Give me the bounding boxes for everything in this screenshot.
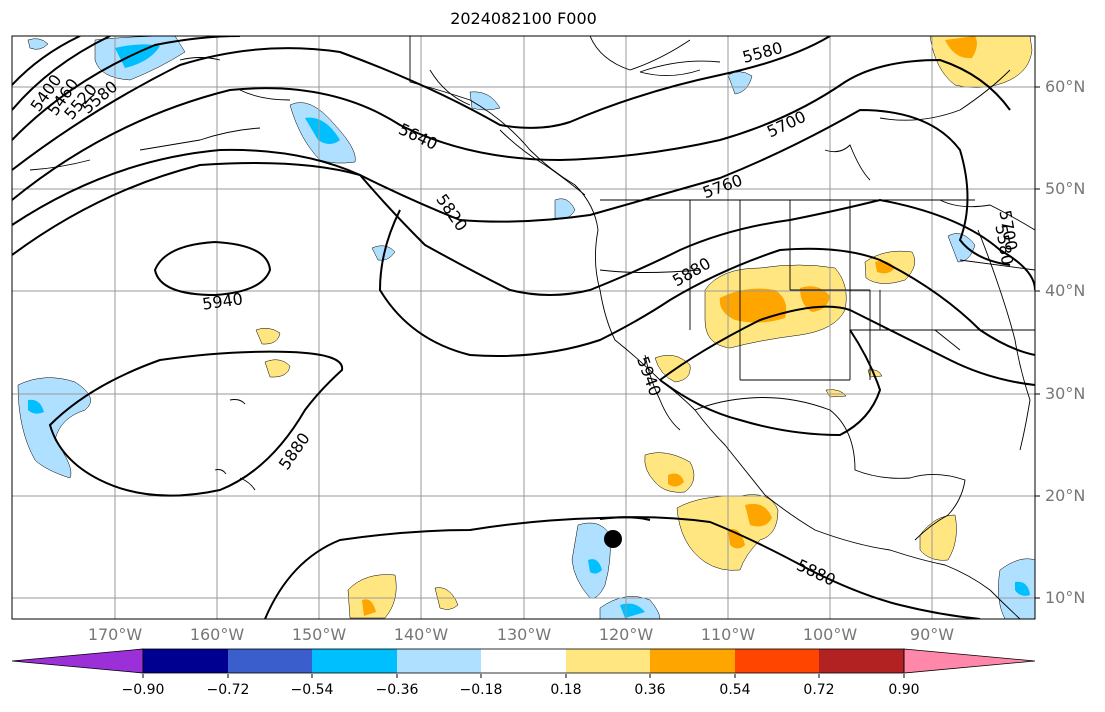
colorbar-tick-label: −0.54 xyxy=(290,682,334,698)
lon-label-150w: 150°W xyxy=(291,625,347,644)
lon-label-120w: 120°W xyxy=(598,625,654,644)
colorbar-tick-label: 0.18 xyxy=(550,682,582,698)
colorbar-tick-label: −0.72 xyxy=(206,682,250,698)
coastlines xyxy=(29,36,1035,619)
colorbar-segment xyxy=(819,649,904,673)
lat-label-10n: 10°N xyxy=(1045,588,1086,607)
colorbar-segment xyxy=(481,649,566,673)
colorbar-segment xyxy=(143,649,228,673)
colorbar-tick-label: 0.90 xyxy=(888,682,920,698)
lat-label-40n: 40°N xyxy=(1045,281,1086,300)
colorbar-tick-label: −0.18 xyxy=(459,682,503,698)
map-title: 2024082100 F000 xyxy=(450,9,597,28)
colorbar-tick-label: 0.72 xyxy=(803,682,835,698)
lon-label-110w: 110°W xyxy=(700,625,756,644)
colorbar-segment xyxy=(228,649,312,673)
colorbar xyxy=(11,648,1036,678)
colorbar-extend-high xyxy=(903,648,1036,674)
colorbar-segment xyxy=(312,649,397,673)
lon-label-90w: 90°W xyxy=(909,625,955,644)
lat-label-20n: 20°N xyxy=(1045,486,1086,505)
lon-label-100w: 100°W xyxy=(802,625,858,644)
colorbar-outline xyxy=(142,648,905,674)
map-frame xyxy=(11,35,1036,620)
colorbar-segments xyxy=(11,648,1036,674)
colorbar-extend-low xyxy=(11,648,144,674)
lon-label-160w: 160°W xyxy=(189,625,245,644)
colorbar-ticks xyxy=(142,674,905,678)
lon-label-170w: 170°W xyxy=(87,625,143,644)
colorbar-segment xyxy=(566,649,650,673)
lon-label-140w: 140°W xyxy=(393,625,449,644)
colorbar-tick-label: 0.36 xyxy=(634,682,666,698)
colorbar-segment xyxy=(650,649,735,673)
map-canvas[interactable]: 5400 5460 5520 5580 5580 5640 5700 5760 … xyxy=(0,0,1105,640)
storm-center-marker[interactable] xyxy=(604,530,622,548)
colorbar-segment xyxy=(397,649,481,673)
lon-label-130w: 130°W xyxy=(496,625,552,644)
axis-ticks xyxy=(1035,86,1040,599)
lat-label-60n: 60°N xyxy=(1045,77,1086,96)
height-contours xyxy=(12,36,1035,619)
colorbar-segment xyxy=(735,649,819,673)
colorbar-tick-label: −0.36 xyxy=(375,682,419,698)
colorbar-tick-label: 0.54 xyxy=(719,682,751,698)
lat-label-30n: 30°N xyxy=(1045,384,1086,403)
lat-label-50n: 50°N xyxy=(1045,179,1086,198)
colorbar-tick-label: −0.90 xyxy=(121,682,165,698)
